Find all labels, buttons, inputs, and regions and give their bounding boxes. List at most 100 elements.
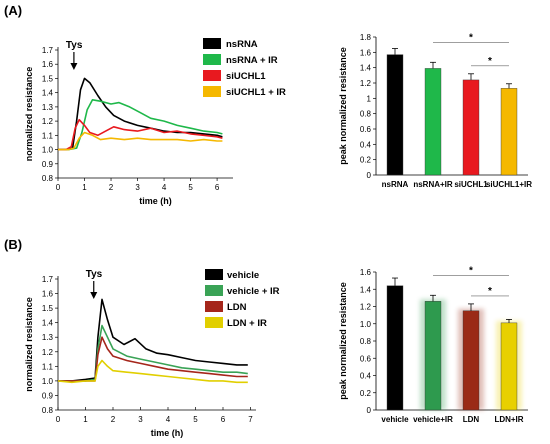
panel-b-line-ytick-label-7: 1.5 [42, 304, 54, 313]
panel-b-bar-0 [386, 285, 404, 411]
panel-b-line-ytick-label-4: 1.2 [42, 348, 54, 357]
panel-a-bar-ytick-label-1: 0.2 [360, 156, 372, 165]
panel-a-bar-ytick-label-9: 1.8 [360, 33, 372, 42]
panel-a-bar-ytick-label-0: 0 [367, 171, 372, 180]
legend-a-item-0: nsRNA [226, 39, 258, 50]
legend-b-swatch-3 [205, 317, 223, 328]
panel-b-bar-ytick-label-0: 0 [367, 406, 372, 415]
panel-a-line-xtick-label-1: 1 [82, 183, 87, 192]
panel-b-bar-ytick-label-6: 1.2 [360, 303, 372, 312]
panel-b-line-ytick-label-1: 0.9 [42, 391, 54, 400]
legend-a-swatch-3 [203, 86, 221, 97]
panel-b-bar-category-1: vehicle+IR [413, 415, 453, 424]
panel-a-line-xtick-label-2: 2 [109, 183, 114, 192]
panel-a-series-line-0 [58, 77, 223, 151]
legend-a-item-2: siUCHL1 [226, 71, 266, 82]
panel-a-line-ytick-label-0: 0.8 [42, 174, 54, 183]
panel-b-bar-ytick-label-1: 0.2 [360, 389, 372, 398]
panel-a-line-ytick-label-6: 1.4 [42, 89, 54, 98]
panel-a-bar-0 [386, 54, 404, 176]
panel-a-line-xlabel: time (h) [139, 196, 172, 206]
panel-b-line-xtick-label-2: 2 [111, 415, 116, 424]
legend-a-swatch-2 [203, 70, 221, 81]
panel-a-bar-1 [424, 68, 442, 176]
panel-b-line-xlabel: time (h) [151, 428, 184, 438]
panel-a-bar-category-1: nsRNA+IR [413, 180, 453, 189]
panel-b-bar-chart: peak normalized resistance 0 0.2 0.4 0.6 0.8… [338, 265, 528, 424]
panel-b-bar-ytick-label-2: 0.4 [360, 372, 372, 381]
panel-a-line-ytick-label-1: 0.9 [42, 160, 54, 169]
panel-a-bar-ytick-label-3: 0.6 [360, 125, 372, 134]
legend-a-item-1: nsRNA + IR [226, 55, 278, 66]
panel-a-bar-ytick-label-4: 0.8 [360, 110, 372, 119]
panel-b-bar-ytick-label-7: 1.4 [360, 285, 372, 294]
panel-b-bar-2 [462, 310, 480, 411]
panel-b-line-xtick-label-1: 1 [83, 415, 88, 424]
legend-b-swatch-2 [205, 301, 223, 312]
panel-b-line-ytick-label-9: 1.7 [42, 275, 54, 284]
panel-b-line-xtick-label-4: 4 [166, 415, 171, 424]
panel-a-bar-chart: peak normalized resistance 0 0.2 0.4 0.6 0.8… [338, 32, 532, 189]
panel-a-line-xtick-label-0: 0 [56, 183, 61, 192]
panel-a-label: (A) [4, 3, 22, 18]
panel-b-bar-ytick-label-8: 1.6 [360, 268, 372, 277]
panel-a-tys-annotation: Tys [66, 40, 83, 51]
panel-b-line-xtick-label-0: 0 [56, 415, 61, 424]
panel-b-bar-category-0: vehicle [381, 415, 409, 424]
panel-a-line-xtick-label-3: 3 [135, 183, 140, 192]
panel-a-bar-ytick-label-7: 1.4 [360, 64, 372, 73]
panel-b-tys-arrow-head [90, 292, 98, 299]
panel-a-line-ytick-label-7: 1.5 [42, 74, 54, 83]
legend-b-item-1: vehicle + IR [227, 286, 280, 297]
panel-a-bar-category-2: siUCHL1 [454, 180, 488, 189]
panel-b-line-xtick-label-7: 7 [248, 415, 253, 424]
panel-b-line-ytick-label-3: 1.1 [42, 362, 54, 371]
panel-a-series-line-1 [58, 99, 223, 151]
panel-b-bar-category-2: LDN [463, 415, 480, 424]
panel-b-bar-ylabel: peak normalized resistance [338, 282, 348, 400]
panel-a-bar-ylabel: peak normalized resistance [338, 47, 348, 165]
panel-b-legend: vehicle vehicle + IR LDN LDN + IR [205, 269, 280, 329]
panel-a-line-chart: Tys time (h) normalized resistance 0.8 0.… [24, 40, 233, 206]
panel-b-tys-annotation: Tys [86, 269, 103, 280]
panel-a-line-xtick-label-5: 5 [188, 183, 193, 192]
panel-a-line-ytick-label-9: 1.7 [42, 46, 54, 55]
panel-a-bar-ytick-label-2: 0.4 [360, 140, 372, 149]
panel-b-line-ytick-label-5: 1.3 [42, 333, 54, 342]
legend-a-item-3: siUCHL1 + IR [226, 87, 286, 98]
panel-b-series-line-1 [58, 324, 248, 382]
panel-a-bar-category-0: nsRNA [382, 180, 409, 189]
panel-b-line-ylabel: normalized resistance [24, 297, 34, 392]
legend-b-item-0: vehicle [227, 270, 259, 281]
panel-a-line-ytick-label-5: 1.3 [42, 103, 54, 112]
panel-b-line-ytick-label-8: 1.6 [42, 290, 54, 299]
panel-a-bar-3 [500, 88, 518, 176]
panel-b-line-ytick-label-6: 1.4 [42, 319, 54, 328]
legend-a-swatch-0 [203, 38, 221, 49]
panel-b-sig-star-0: * [469, 265, 473, 276]
panel-a-sig-star-1: * [488, 56, 492, 67]
panel-b-bar-category-3: LDN+IR [494, 415, 523, 424]
panel-b-label: (B) [4, 237, 22, 252]
panel-b-line-xtick-label-6: 6 [221, 415, 226, 424]
panel-b-line-xtick-label-5: 5 [193, 415, 198, 424]
panel-b-bar-ytick-label-3: 0.6 [360, 354, 372, 363]
panel-a-bar-ytick-label-8: 1.6 [360, 48, 372, 57]
panel-a-bar-ytick-label-5: 1 [367, 94, 372, 103]
panel-b-series-line-3 [57, 359, 248, 384]
panel-b-line-xtick-label-3: 3 [138, 415, 143, 424]
panel-a-series-line-2 [58, 118, 223, 151]
legend-b-item-2: LDN [227, 302, 247, 313]
panel-a-line-ytick-label-4: 1.2 [42, 117, 54, 126]
panel-a-bar-ytick-label-6: 1.2 [360, 79, 372, 88]
legend-a-swatch-1 [203, 54, 221, 65]
panel-a-line-xtick-label-4: 4 [162, 183, 167, 192]
panel-b-bar-1 [424, 301, 442, 411]
panel-b-bar-ytick-label-4: 0.8 [360, 337, 372, 346]
panel-a-legend: nsRNA nsRNA + IR siUCHL1 siUCHL1 + IR [203, 38, 286, 98]
legend-b-swatch-0 [205, 269, 223, 280]
panel-a-line-ytick-label-3: 1.1 [42, 131, 54, 140]
panel-a-line-ylabel: normalized resistance [24, 67, 34, 162]
panel-b-sig-star-1: * [488, 286, 492, 297]
